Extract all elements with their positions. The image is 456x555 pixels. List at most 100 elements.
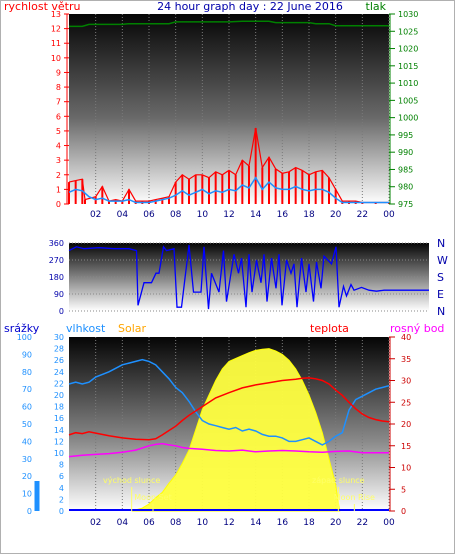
sun-annotation: západ slunce [312,476,365,485]
humidity-y-tick-label: 2 [59,495,64,504]
direction-y-tick-label: 0 [59,307,64,316]
rain-y-tick-label: 60 [22,403,32,412]
pressure-y-tick-label: 1010 [398,79,418,88]
direction-series [68,244,429,310]
compass-label: S [437,271,444,284]
climate-x-tick-label: 08 [170,518,182,528]
wind-y-tick-label: 2 [56,171,61,180]
rain-y-tick-label: 0 [27,507,32,516]
pressure-axis: 975 980 985 990 995 1000 1005 1010 1015 1020 1025 1… [389,10,418,209]
climate-x-tick-label: 12 [223,518,234,528]
compass-label: N [437,237,445,250]
climate-x-tick-label: 04 [117,518,129,528]
direction-y-tick-label: 360 [49,239,64,248]
wind-x-tick-label: 16 [277,210,289,220]
wind-y-tick-label: 9 [56,68,61,77]
rain-y-tick-label: 70 [22,385,32,394]
temperature-y-tick-label: 15 [401,442,411,451]
direction-axis: 0 90 180 270 360 [49,239,64,316]
humidity-y-tick-label: 4 [59,484,64,493]
wind-y-tick-label: 11 [51,39,61,48]
pressure-y-tick-label: 1005 [398,96,418,105]
humidity-y-tick-label: 0 [59,507,64,516]
wind-x-tick-label: 00 [383,210,395,220]
temperature-y-tick-label: 20 [401,420,411,429]
wind-x-tick-label: 20 [330,210,342,220]
pressure-y-tick-label: 980 [398,183,413,192]
pressure-y-tick-label: 1020 [398,45,418,54]
climate-time-axis: 02 04 06 08 10 12 14 16 18 20 22 00 [90,518,395,528]
wind-direction-line [68,244,429,310]
humidity-y-tick-label: 8 [59,461,64,470]
pressure-y-tick-label: 975 [398,200,413,209]
pressure-y-tick-label: 1015 [398,62,418,71]
rain-y-tick-label: 50 [22,420,32,429]
humidity-y-tick-label: 20 [54,391,64,400]
humidity-y-tick-label: 12 [54,437,64,446]
wind-y-tick-label: 5 [56,127,61,136]
humidity-y-tick-label: 28 [54,345,64,354]
wind-axis-title: rychlost větru [4,0,80,13]
rain-axis-title: srážky [4,322,40,335]
humidity-y-tick-label: 14 [54,426,64,435]
climate-x-tick-label: 20 [330,518,342,528]
temperature-y-tick-label: 5 [401,485,406,494]
moon-annotation: Moon Rise [334,493,375,502]
climate-series [68,348,390,512]
sun-annotation: východ slunce [103,476,160,485]
wind-time-axis: 02 04 06 08 10 12 14 16 18 20 22 00 [90,210,395,220]
climate-x-tick-label: 22 [357,518,368,528]
temperature-line [68,377,390,441]
wind-y-tick-label: 4 [56,142,61,151]
wind-y-tick-label: 3 [56,156,61,165]
wind-x-tick-label: 18 [303,210,315,220]
astro-annotations: východ slunce západ slunce Moon Set Moon Ri… [103,476,375,511]
compass-label: N [437,305,445,318]
direction-y-tick-label: 270 [49,256,64,265]
pressure-line [69,20,389,28]
direction-y-tick-label: 180 [49,273,64,282]
direction-y-tick-label: 90 [54,290,64,299]
wind-x-tick-label: 08 [170,210,182,220]
rain-y-tick-label: 100 [17,333,32,342]
pressure-y-tick-label: 1000 [398,114,418,123]
wind-x-tick-label: 22 [357,210,368,220]
humidity-y-tick-label: 18 [54,403,64,412]
temperature-y-tick-label: 30 [401,377,411,386]
climate-x-tick-label: 06 [143,518,155,528]
dewpoint-axis-title: rosný bod [390,322,444,335]
climate-x-tick-label: 02 [90,518,101,528]
climate-x-tick-label: 00 [383,518,395,528]
humidity-axis-title: vlhkost [66,322,106,335]
wind-x-tick-label: 06 [143,210,155,220]
humidity-y-tick-label: 10 [54,449,64,458]
climate-x-tick-label: 10 [197,518,209,528]
rain-y-tick-label: 10 [22,490,32,499]
humidity-y-tick-label: 26 [54,356,64,365]
pressure-axis-title: tlak [366,0,387,13]
pressure-y-tick-label: 985 [398,165,413,174]
temperature-axis: 0 5 10 15 20 25 30 35 40 [389,333,411,516]
pressure-y-tick-label: 1030 [398,10,418,19]
wind-series [68,20,390,204]
temperature-y-tick-label: 35 [401,355,411,364]
wind-x-tick-label: 04 [117,210,129,220]
temperature-axis-title: teplota [310,322,349,335]
wind-y-tick-label: 1 [56,185,61,194]
compass-label: W [437,254,448,267]
temperature-y-tick-label: 25 [401,398,411,407]
humidity-line [68,358,390,446]
temperature-y-tick-label: 0 [401,507,406,516]
rain-y-tick-label: 80 [22,368,32,377]
compass-label: E [437,288,444,301]
wind-y-tick-label: 7 [56,98,61,107]
wind-y-tick-label: 13 [51,10,61,19]
rain-y-tick-label: 40 [22,437,32,446]
wind-y-tick-label: 10 [51,54,61,63]
moon-annotation: Moon Set [134,493,171,502]
rain-axis: 0 10 20 30 40 50 60 70 80 90 100 [17,333,40,516]
rain-y-tick-label: 90 [22,350,32,359]
